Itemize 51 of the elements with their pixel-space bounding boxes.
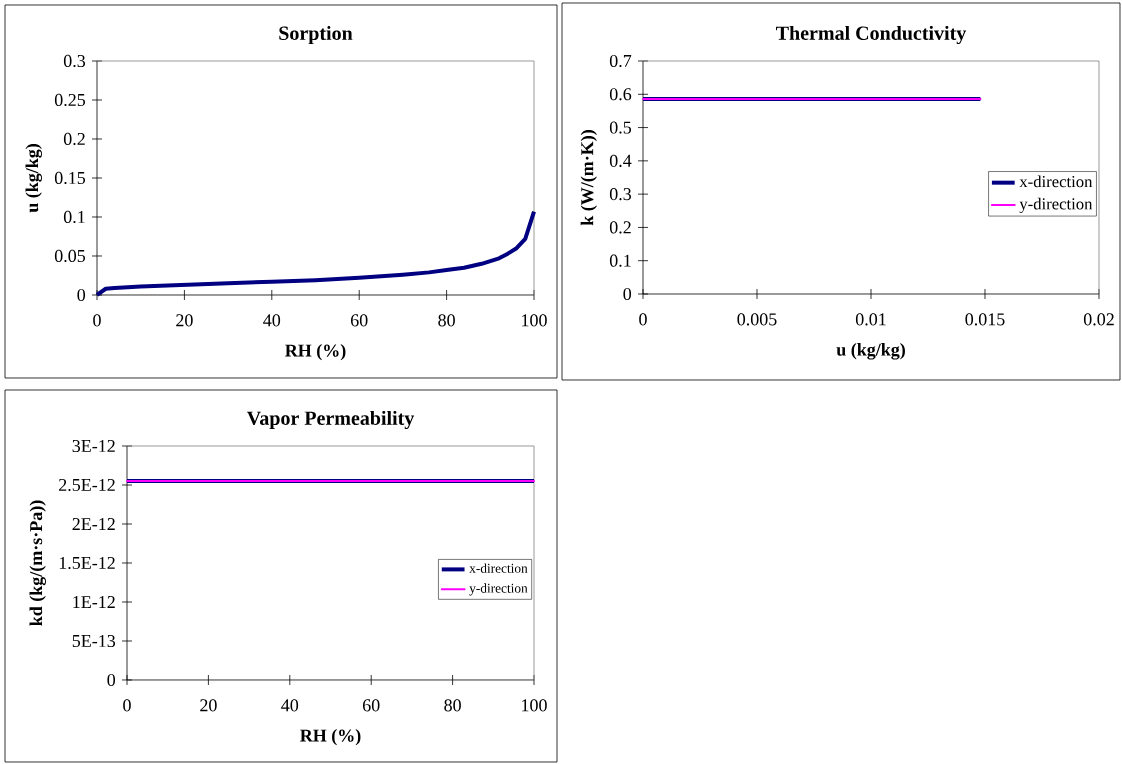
chart-title: Vapor Permeability [246, 410, 415, 430]
y-tick-label: 2.5E-12 [59, 478, 115, 492]
y-tick-label: 0.6 [609, 88, 632, 101]
x-axis-title: RH (%) [300, 729, 361, 746]
chart-title: Sorption [279, 25, 353, 45]
y-tick-label: 0.1 [63, 210, 85, 224]
legend-label: x-direction [1019, 175, 1093, 188]
x-tick-label: 80 [438, 314, 455, 327]
y-tick-label: 1E-12 [73, 596, 115, 608]
x-tick-label: 40 [263, 314, 281, 327]
chart-title: Thermal Conductivity [776, 25, 967, 45]
y-tick-label: 0.05 [54, 249, 86, 263]
x-tick-label: 40 [281, 699, 299, 712]
x-tick-label: 0 [123, 699, 131, 712]
legend-label: y-direction [1019, 197, 1093, 213]
y-tick-label: 0 [107, 673, 116, 687]
x-tick-label: 0.02 [1083, 313, 1114, 326]
y-tick-label: 0.4 [609, 154, 632, 167]
x-tick-label: 60 [362, 699, 380, 712]
y-tick-label: 0.3 [609, 188, 632, 201]
y-tick-label: 1.5E-12 [59, 556, 115, 570]
y-tick-label: 0 [623, 287, 632, 301]
x-axis-title: u (kg/kg) [836, 343, 905, 360]
y-tick-label: 0.1 [609, 254, 631, 267]
x-tick-label: 100 [522, 314, 547, 327]
legend-label: y-direction [469, 583, 528, 596]
x-tick-label: 100 [522, 699, 547, 712]
x-tick-label: 0.005 [737, 313, 777, 326]
x-axis-title: RH (%) [285, 344, 346, 361]
x-tick-label: 0.015 [965, 313, 1005, 326]
y-axis-title: k (W/(m·K)) [580, 130, 597, 226]
x-tick-label: 0 [639, 313, 647, 326]
y-tick-label: 2E-12 [72, 518, 115, 530]
y-axis-title: u (kg/kg) [25, 144, 42, 213]
y-tick-label: 0 [77, 288, 86, 302]
y-tick-label: 0.3 [63, 54, 86, 68]
x-tick-label: 20 [176, 314, 193, 327]
x-tick-label: 60 [350, 314, 368, 327]
x-tick-label: 20 [200, 699, 217, 712]
y-tick-label: 0.2 [609, 221, 631, 234]
x-tick-label: 80 [444, 699, 461, 712]
y-tick-label: 0.5 [609, 121, 632, 134]
legend-label: x-direction [469, 563, 528, 573]
y-axis-title: kd (kg/(m·s·Pa)) [29, 500, 46, 626]
y-tick-label: 0.25 [54, 93, 86, 107]
y-tick-label: 5E-13 [72, 634, 116, 648]
x-tick-label: 0.01 [855, 313, 886, 326]
y-tick-label: 3E-12 [72, 439, 115, 453]
y-tick-label: 0.7 [609, 54, 632, 68]
y-tick-label: 0.15 [54, 171, 86, 185]
y-tick-label: 0.2 [63, 132, 85, 146]
